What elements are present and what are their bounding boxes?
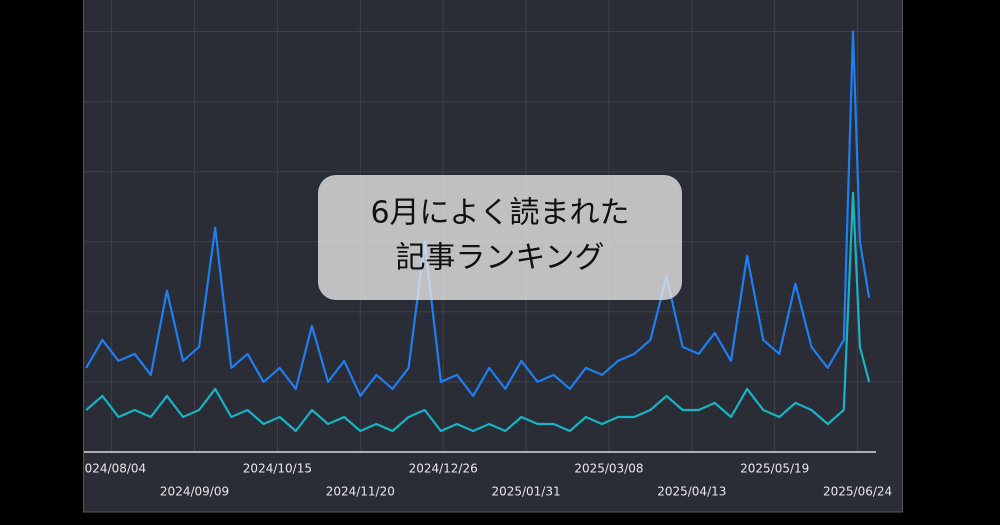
x-tick-label: 2024/08/04 bbox=[77, 462, 146, 476]
x-tick-label: 2025/06/24 bbox=[823, 485, 892, 499]
x-tick-label: 2024/11/20 bbox=[326, 485, 395, 499]
plot-area: 2024/08/04 2024/09/09 2024/10/15 2024/11/20… bbox=[77, 0, 902, 499]
x-tick-label: 2024/09/09 bbox=[160, 485, 229, 499]
x-tick-label: 2024/10/15 bbox=[243, 462, 312, 476]
x-tick-label: 2025/04/13 bbox=[657, 485, 726, 499]
x-tick-label: 2025/03/08 bbox=[574, 462, 643, 476]
series-line bbox=[85, 30, 871, 397]
x-tick-label: 2025/01/31 bbox=[491, 485, 560, 499]
x-tick-label: 2024/12/26 bbox=[409, 462, 478, 476]
series-line bbox=[85, 191, 871, 433]
overlay-box bbox=[318, 175, 682, 300]
x-tick-label: 2025/05/19 bbox=[740, 462, 809, 476]
overlay-title: 記事ランキング bbox=[395, 241, 604, 276]
overlay-title: 6月によく読まれた bbox=[370, 196, 629, 231]
